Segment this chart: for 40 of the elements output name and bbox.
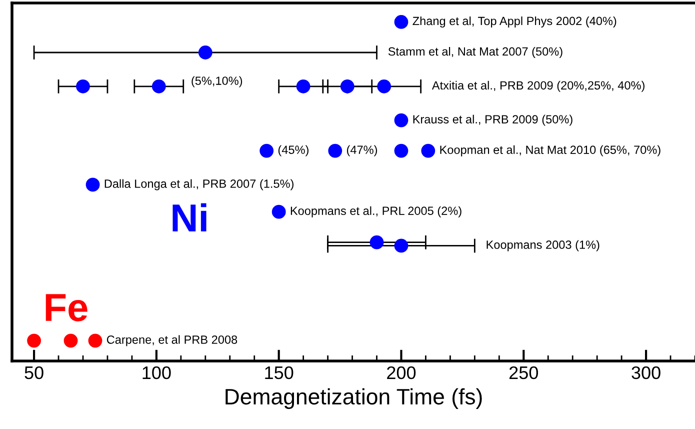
point — [394, 238, 408, 253]
annotation: Ni — [172, 203, 206, 232]
annotation: (45%) — [278, 145, 308, 156]
point — [377, 79, 392, 94]
x-tick-label: 50 — [24, 366, 44, 380]
text: Stamm et al, Nat Mat 2007 (50%) — [388, 46, 562, 58]
point — [340, 79, 354, 94]
point — [394, 15, 408, 29]
point — [260, 144, 274, 158]
x-tick-label: 100 — [142, 366, 171, 380]
point — [27, 334, 41, 348]
text: Atxitia et al., PRB 2009 (20%,25%, 40%) — [432, 80, 644, 92]
annotation: (47%) — [346, 145, 378, 156]
series-label: Dalla Longa et al., PRB 2007 (1.5%) — [104, 179, 294, 190]
point — [198, 46, 212, 60]
point — [88, 334, 102, 348]
x-tick-label: 200 — [387, 366, 416, 380]
point — [394, 144, 408, 158]
x-tick-label: 250 — [509, 366, 538, 380]
series-label: Koopmans et al., PRL 2005 (2%) — [290, 206, 462, 218]
point — [152, 79, 166, 94]
series-label: Zhang et al, Top Appl Phys 2002 (40%) — [412, 16, 616, 28]
annotation: (5%,10%) — [192, 76, 242, 88]
x-axis-title: Demagnetization Time (fs) — [226, 388, 482, 409]
point — [272, 204, 286, 219]
x-tick-label: 150 — [265, 366, 294, 380]
point — [370, 235, 384, 250]
point — [64, 334, 78, 348]
x-tick-label: 300 — [632, 366, 660, 380]
annotation: Fe — [46, 294, 88, 322]
series-label: Carpene, et al PRB 2008 — [106, 335, 238, 346]
series-label: Koopman et al., Nat Mat 2010 (65%, 70%) — [440, 145, 660, 156]
series-label: Krauss et al., PRB 2009 (50%) — [413, 114, 572, 126]
point — [86, 178, 100, 192]
text: Koopmans 2003 (1%) — [486, 240, 600, 252]
point — [76, 79, 90, 94]
point — [328, 144, 342, 158]
point — [296, 79, 310, 94]
point — [394, 113, 408, 128]
point — [421, 144, 436, 158]
